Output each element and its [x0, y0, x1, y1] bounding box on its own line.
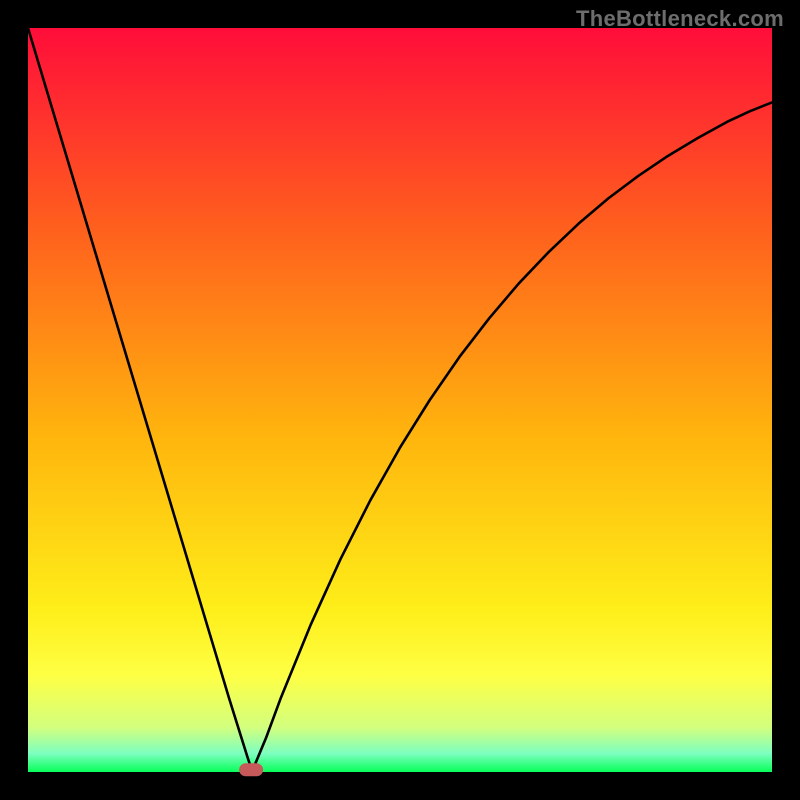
minimum-marker: [239, 763, 263, 776]
watermark-text: TheBottleneck.com: [576, 6, 784, 32]
curve-path: [28, 28, 772, 768]
plot-area: [28, 28, 772, 772]
bottleneck-curve: [28, 28, 772, 772]
chart-frame: TheBottleneck.com: [0, 0, 800, 800]
